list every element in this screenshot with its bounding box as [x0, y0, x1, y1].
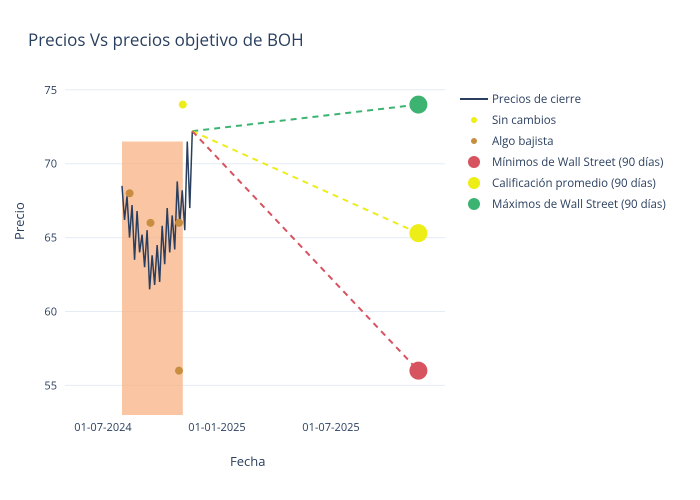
legend-item-max[interactable]: Máximos de Wall Street (90 días)	[460, 195, 666, 213]
chart-svg: 5560657075 01-07-202401-01-202501-07-202…	[65, 75, 445, 415]
legend-item-close[interactable]: Precios de cierre	[460, 90, 666, 108]
legend-swatch	[460, 113, 488, 127]
legend-swatch	[460, 197, 488, 211]
legend-swatch	[460, 92, 488, 106]
legend-label: Máximos de Wall Street (90 días)	[492, 197, 666, 212]
svg-text:01-01-2025: 01-01-2025	[188, 420, 245, 435]
chart-plot-area: 5560657075 01-07-202401-01-202501-07-202…	[65, 75, 445, 415]
chart-legend: Precios de cierre Sin cambios Algo bajista…	[460, 90, 666, 216]
legend-label: Precios de cierre	[492, 92, 581, 107]
svg-text:55: 55	[44, 378, 57, 393]
legend-swatch	[460, 134, 488, 148]
svg-text:01-07-2025: 01-07-2025	[302, 420, 359, 435]
legend-item-avg[interactable]: Calificación promedio (90 días)	[460, 174, 666, 192]
legend-item-sin[interactable]: Sin cambios	[460, 111, 666, 129]
legend-item-bajista[interactable]: Algo bajista	[460, 132, 666, 150]
svg-text:75: 75	[44, 83, 57, 98]
svg-text:60: 60	[44, 305, 57, 320]
legend-label: Sin cambios	[492, 113, 556, 128]
legend-swatch	[460, 176, 488, 190]
x-axis-label: Fecha	[230, 452, 265, 470]
legend-label: Calificación promedio (90 días)	[492, 176, 656, 191]
page-title: Precios Vs precios objetivo de BOH	[28, 28, 304, 51]
svg-text:70: 70	[44, 157, 57, 172]
legend-label: Mínimos de Wall Street (90 días)	[492, 155, 663, 170]
legend-swatch	[460, 155, 488, 169]
legend-item-min[interactable]: Mínimos de Wall Street (90 días)	[460, 153, 666, 171]
y-axis-label: Precio	[10, 202, 28, 240]
svg-text:65: 65	[44, 231, 57, 246]
svg-text:01-07-2024: 01-07-2024	[74, 420, 132, 435]
legend-label: Algo bajista	[492, 134, 554, 149]
